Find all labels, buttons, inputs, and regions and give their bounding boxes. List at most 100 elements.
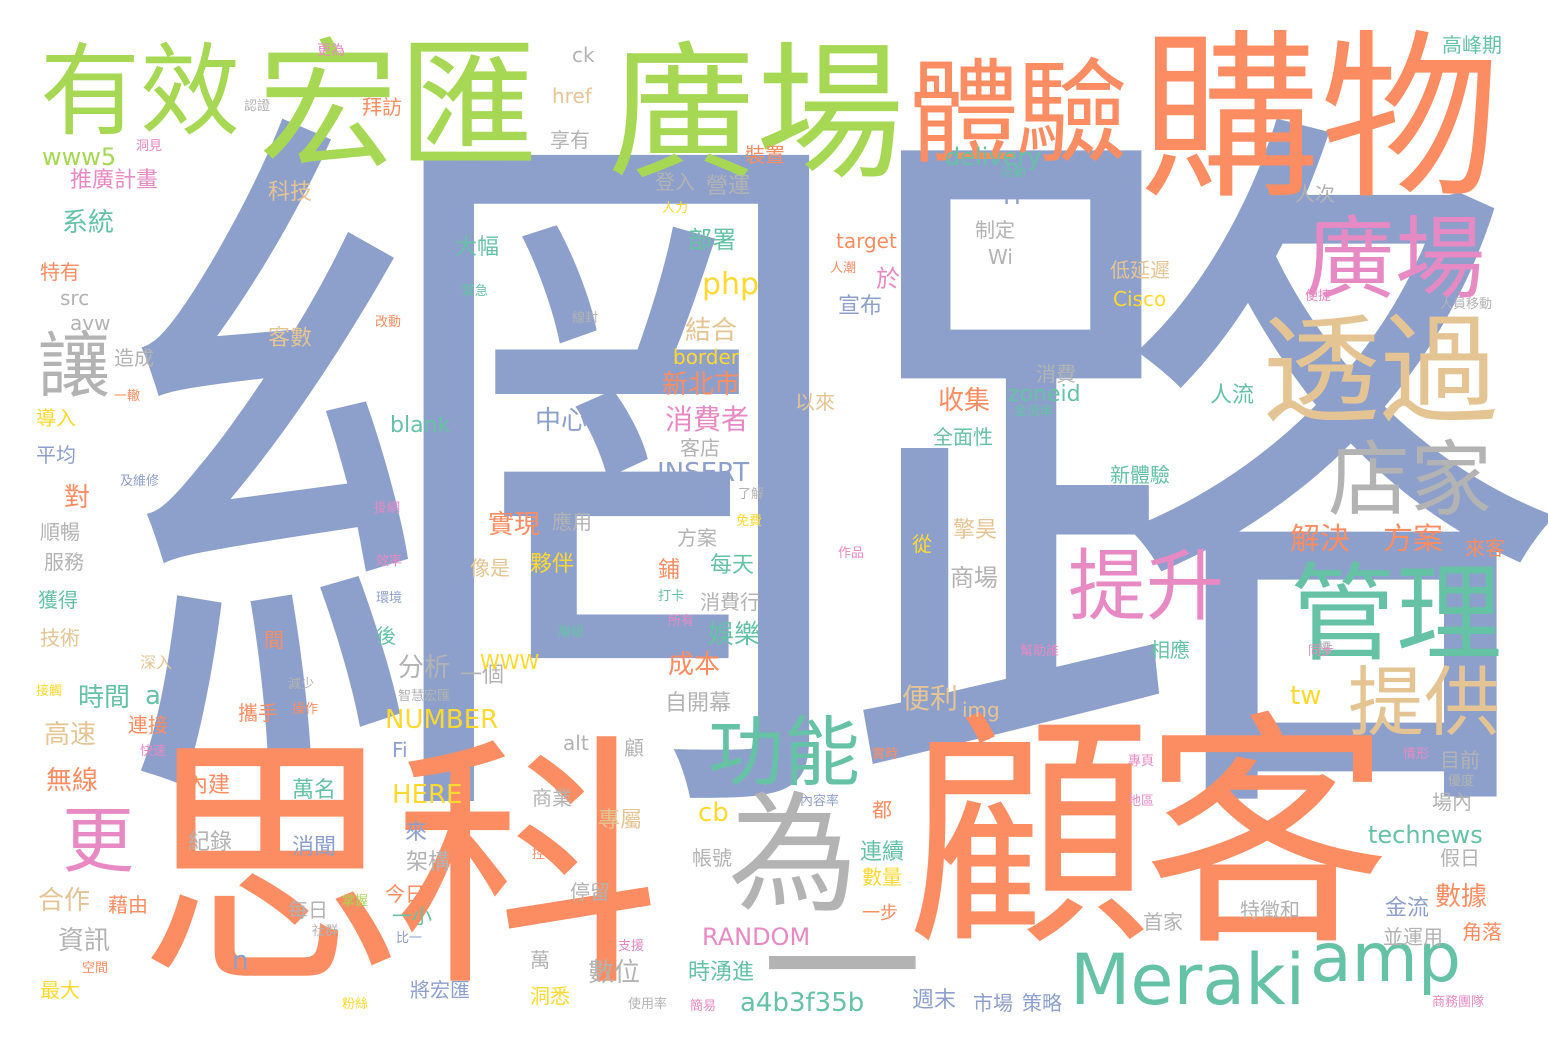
word: 每日 (288, 898, 328, 922)
word: 並運用 (1383, 925, 1443, 949)
word: 新北市 (662, 370, 741, 400)
word: www5 (42, 143, 117, 171)
word: 消費行 (700, 590, 760, 614)
word: 萬 (530, 948, 550, 972)
word: 來客 (1465, 536, 1505, 560)
word: 中心 (535, 406, 588, 436)
word: 網路 (115, 54, 1548, 916)
word: 人次 (1295, 182, 1335, 206)
word: 制定 (975, 218, 1015, 242)
word: WWW (480, 650, 540, 674)
word: 優度 (1448, 774, 1475, 789)
word: 人力 (662, 201, 689, 216)
word: 提供 (1348, 658, 1500, 747)
word: 無線 (46, 766, 99, 796)
word: 連續 (860, 840, 905, 865)
word: 幫助誰 (1020, 644, 1060, 659)
word: 夥伴 (530, 552, 575, 577)
word: 大幅 (455, 235, 500, 260)
word: Meraki (1070, 939, 1306, 1021)
word: 特有 (40, 260, 80, 284)
word: 便利 (902, 682, 959, 715)
word: n (232, 946, 249, 976)
word: 作品 (838, 546, 865, 561)
word: 標 (1318, 641, 1332, 656)
word: 粉絲 (342, 997, 369, 1012)
word: 時間 (78, 683, 131, 713)
word: 內容率 (800, 794, 840, 809)
word: 線封 (572, 311, 599, 326)
word: 高峰期 (1442, 33, 1502, 57)
word: 資訊 (58, 926, 111, 956)
word: 管理 (1290, 553, 1502, 676)
word: 部署 (688, 226, 736, 254)
word: 紀錄 (188, 830, 233, 855)
word: 目前 (1440, 748, 1480, 772)
word: 娛樂 (708, 620, 761, 650)
word: 最大 (40, 978, 80, 1002)
word: 緊急 (462, 284, 489, 299)
word: 所有 (668, 614, 695, 629)
word: 解決 (1290, 522, 1350, 557)
word: 成本 (668, 650, 721, 680)
word: 萬名 (292, 778, 337, 803)
word: 人流 (1210, 383, 1255, 408)
word: 造成 (114, 346, 154, 370)
word: 推廣計畫 (70, 168, 159, 193)
word: 洞悉 (530, 984, 570, 1008)
word: a (145, 681, 161, 711)
word: 接觸 (36, 684, 63, 699)
word: tw (1290, 681, 1322, 711)
word: 於 (876, 265, 900, 293)
word: RANDOM (702, 923, 811, 951)
word: 鋪 (658, 558, 681, 583)
word: 策略 (1022, 991, 1062, 1015)
word: 洞見 (136, 139, 163, 154)
word: 假日 (1440, 846, 1480, 870)
word: 獲得 (38, 588, 78, 612)
word: 支援 (618, 939, 645, 954)
word: 掌握 (342, 894, 369, 909)
word: 以來 (795, 390, 835, 414)
word: 應用 (552, 510, 592, 534)
word: 技術 (40, 626, 80, 650)
word: 改動 (375, 315, 402, 330)
word: 實時 (872, 747, 899, 762)
word: 市場 (973, 991, 1013, 1015)
word: 拜訪 (362, 95, 402, 119)
word: INSERT (657, 458, 750, 488)
word: 商場 (950, 564, 998, 592)
word: src (60, 286, 90, 310)
word: 客數 (268, 326, 313, 351)
word: 新體驗 (1110, 463, 1170, 487)
word: 科技 (268, 180, 313, 205)
word: 營運 (706, 174, 751, 199)
word: 社群 (312, 924, 339, 939)
word: 實現 (488, 510, 541, 540)
word: Fi (392, 738, 408, 762)
word: 一步 (862, 903, 898, 924)
word: 藉由 (108, 893, 148, 917)
word: 專屬 (598, 808, 643, 833)
word: NUMBER (385, 705, 499, 735)
word: zoneid (1008, 382, 1081, 407)
word: 環境 (376, 591, 403, 606)
word: 平均 (36, 443, 76, 467)
word: 結合 (685, 316, 738, 346)
word: 一小 (392, 904, 432, 928)
word: 商務團隊 (1432, 995, 1485, 1010)
word: 專頁 (1128, 754, 1155, 769)
word: 更為 (317, 43, 345, 59)
word: 了解 (738, 487, 765, 502)
word: 都 (872, 798, 892, 822)
word: 掛網 (374, 501, 401, 516)
word: 消費者 (665, 403, 750, 436)
word: 提升 (1068, 542, 1225, 632)
word: 店家 (1328, 433, 1493, 528)
word: 同步 (1308, 644, 1335, 659)
word: 人員移動 (1440, 297, 1493, 312)
word: 深入 (140, 653, 173, 672)
word: 一個 (460, 663, 505, 688)
word: 低延遲 (1110, 258, 1170, 282)
word: 收集 (938, 386, 991, 416)
